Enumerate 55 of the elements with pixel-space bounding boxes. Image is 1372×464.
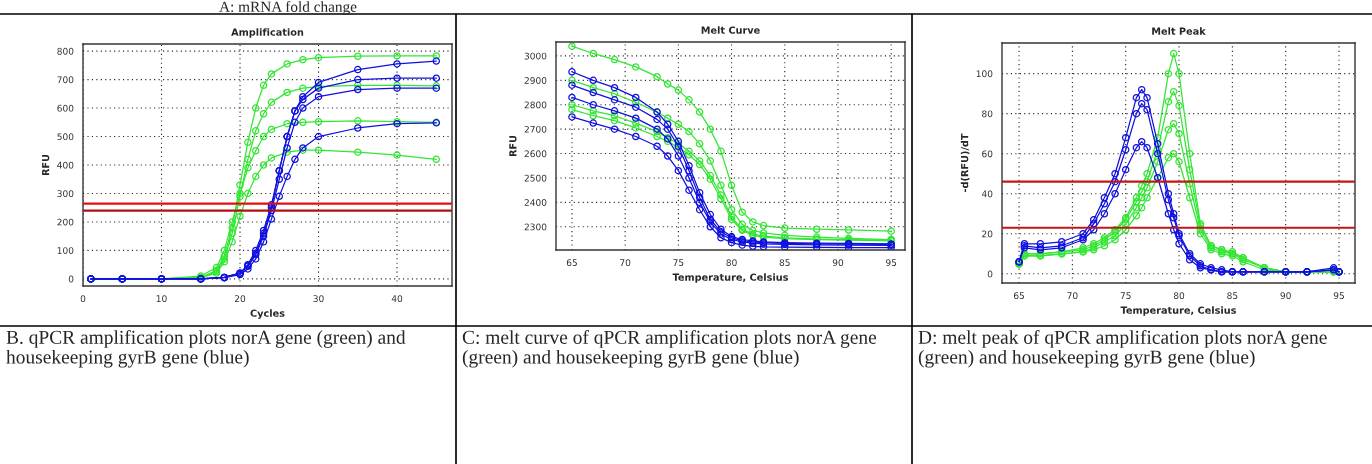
y-tick-label: 2600 — [524, 150, 547, 158]
y-tick-label: 500 — [57, 133, 74, 141]
x-axis-title: Temperature, Celsius — [672, 273, 788, 283]
x-tick-label: 90 — [832, 259, 844, 267]
y-tick-label: 2700 — [524, 125, 547, 133]
x-tick-label: 75 — [1120, 292, 1131, 300]
x-tick-label: 85 — [779, 259, 790, 267]
y-tick-label: 2800 — [524, 101, 547, 109]
x-axis-title: Temperature, Celsius — [1120, 306, 1236, 316]
x-tick-label: 90 — [1280, 292, 1291, 300]
y-tick-label: 0 — [987, 270, 993, 278]
y-tick-label: 400 — [57, 161, 74, 169]
y-tick-label: 2500 — [524, 174, 547, 182]
x-tick-label: 85 — [1227, 292, 1238, 300]
y-tick-label: 2900 — [524, 77, 547, 84]
y-tick-label: 600 — [57, 104, 74, 112]
y-tick-label: 800 — [57, 47, 74, 55]
x-tick-label: 10 — [156, 295, 167, 303]
y-tick-label: 2300 — [524, 223, 547, 231]
x-tick-label: 0 — [80, 295, 86, 303]
x-tick-label: 65 — [1013, 292, 1025, 300]
y-tick-label: 200 — [57, 218, 74, 226]
x-tick-label: 70 — [620, 259, 631, 267]
y-tick-label: 20 — [982, 230, 993, 238]
x-tick-label: 95 — [885, 259, 897, 267]
x-tick-label: 30 — [313, 295, 324, 303]
x-tick-label: 80 — [726, 259, 737, 267]
y-tick-label: 60 — [982, 150, 993, 158]
x-tick-label: 65 — [566, 259, 577, 267]
y-axis-title: RFU — [509, 135, 517, 157]
x-tick-label: 70 — [1067, 292, 1078, 300]
y-axis-title: RFU — [42, 154, 50, 176]
chart-title: Melt Curve — [701, 26, 760, 34]
text: A: mRNA fold change — [219, 1, 357, 16]
y-axis-title: -d(RFU)/dT — [960, 133, 970, 192]
x-tick-label: 20 — [234, 295, 246, 303]
y-tick-label: 700 — [57, 76, 74, 84]
text: B. qPCR amplification plots norA gene (green) and housekeeping gyrB gene (blue) — [6, 330, 406, 368]
y-tick-label: 100 — [976, 70, 993, 78]
y-tick-label: 3000 — [524, 52, 547, 60]
x-axis-title: Cycles — [250, 309, 285, 319]
chart-title: Amplification — [231, 28, 304, 38]
y-tick-label: 100 — [57, 247, 74, 254]
x-tick-label: 40 — [391, 295, 403, 303]
y-tick-label: 40 — [981, 190, 993, 198]
y-tick-label: 0 — [68, 275, 74, 283]
y-tick-label: 2400 — [524, 199, 547, 206]
x-tick-label: 95 — [1333, 292, 1344, 300]
x-tick-label: 80 — [1173, 292, 1185, 300]
y-tick-label: 300 — [57, 190, 74, 198]
x-tick-label: 75 — [673, 259, 684, 267]
text: D: melt peak of qPCR amplification plots norA gene (green) and housekeeping gyrB gene (blue) — [918, 330, 1327, 368]
text: C: melt curve of qPCR amplification plots norA gene (green) and housekeeping gyrB gene (blue) — [462, 330, 877, 368]
y-tick-label: 80 — [982, 110, 993, 118]
chart-title: Melt Peak — [1152, 27, 1206, 35]
